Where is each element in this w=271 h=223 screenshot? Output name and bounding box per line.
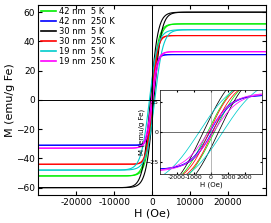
- 19 nm  250 K: [235, 50, 239, 53]
- 30 nm  5 K: [134, 185, 137, 188]
- 42 nm  5 K: [36, 175, 40, 177]
- 42 nm  5 K: [134, 174, 137, 176]
- 30 nm  250 K: [264, 34, 268, 37]
- Line: 42 nm  5 K: 42 nm 5 K: [38, 24, 266, 176]
- 19 nm  250 K: [62, 147, 66, 149]
- 30 nm  250 K: [36, 163, 40, 166]
- 30 nm  5 K: [124, 186, 127, 189]
- Line: 19 nm  5 K: 19 nm 5 K: [38, 30, 266, 170]
- 42 nm  250 K: [76, 144, 79, 147]
- 19 nm  250 K: [260, 50, 263, 53]
- 42 nm  250 K: [260, 53, 263, 56]
- 30 nm  250 K: [260, 34, 263, 37]
- 42 nm  250 K: [264, 53, 268, 56]
- 42 nm  250 K: [124, 144, 127, 147]
- 30 nm  5 K: [235, 11, 239, 14]
- Line: 30 nm  5 K: 30 nm 5 K: [38, 12, 266, 188]
- 30 nm  5 K: [76, 186, 79, 189]
- 19 nm  5 K: [62, 169, 66, 171]
- 30 nm  250 K: [252, 34, 255, 37]
- 42 nm  5 K: [62, 175, 66, 177]
- 30 nm  250 K: [235, 34, 239, 37]
- 42 nm  250 K: [235, 53, 239, 56]
- Legend: 42 nm  5 K, 42 nm  250 K, 30 nm  5 K, 30 nm  250 K, 19 nm  5 K, 19 nm  250 K: 42 nm 5 K, 42 nm 250 K, 30 nm 5 K, 30 nm…: [40, 6, 115, 66]
- 42 nm  5 K: [76, 175, 79, 177]
- 19 nm  5 K: [124, 169, 127, 171]
- 19 nm  250 K: [134, 147, 137, 149]
- 19 nm  5 K: [264, 28, 268, 31]
- 19 nm  250 K: [76, 147, 79, 149]
- Line: 42 nm  250 K: 42 nm 250 K: [38, 55, 266, 145]
- 30 nm  5 K: [62, 186, 66, 189]
- 42 nm  5 K: [235, 23, 239, 25]
- 19 nm  5 K: [134, 167, 137, 170]
- 19 nm  250 K: [259, 50, 263, 53]
- 42 nm  5 K: [260, 23, 263, 25]
- 30 nm  250 K: [76, 163, 79, 166]
- 30 nm  5 K: [264, 11, 268, 14]
- 42 nm  5 K: [124, 175, 127, 177]
- 30 nm  250 K: [124, 163, 127, 166]
- 42 nm  250 K: [62, 144, 66, 147]
- 30 nm  5 K: [260, 11, 263, 14]
- 19 nm  250 K: [124, 147, 127, 149]
- 19 nm  5 K: [76, 169, 79, 171]
- 42 nm  250 K: [134, 144, 137, 147]
- Line: 19 nm  250 K: 19 nm 250 K: [38, 52, 266, 148]
- Y-axis label: M (emu/g Fe): M (emu/g Fe): [5, 63, 15, 137]
- X-axis label: H (Oe): H (Oe): [134, 208, 170, 218]
- 30 nm  250 K: [62, 163, 66, 166]
- 30 nm  250 K: [134, 163, 137, 165]
- 19 nm  250 K: [264, 50, 268, 53]
- Line: 30 nm  250 K: 30 nm 250 K: [38, 36, 266, 164]
- 19 nm  5 K: [260, 28, 263, 31]
- 42 nm  250 K: [237, 53, 241, 56]
- 19 nm  5 K: [36, 169, 40, 171]
- 19 nm  250 K: [36, 147, 40, 149]
- 19 nm  5 K: [235, 28, 239, 31]
- 42 nm  5 K: [264, 23, 268, 25]
- 42 nm  250 K: [36, 144, 40, 147]
- 30 nm  5 K: [36, 186, 40, 189]
